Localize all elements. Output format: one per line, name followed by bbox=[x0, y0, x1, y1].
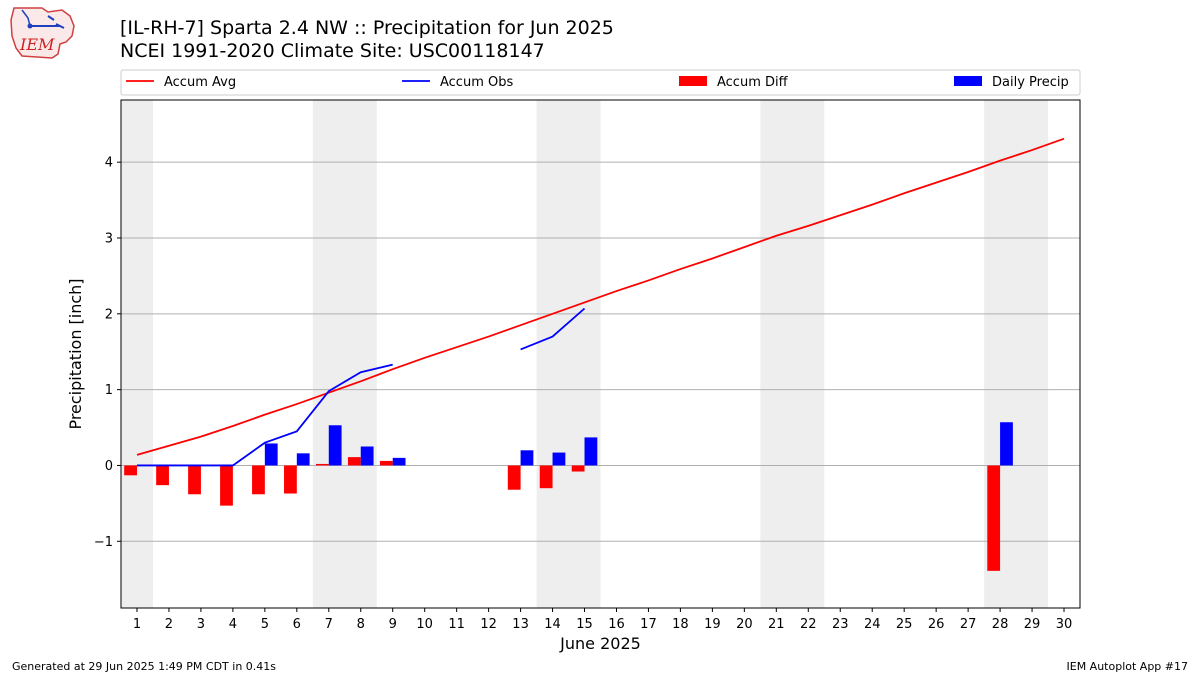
legend-label: Daily Precip bbox=[992, 75, 1069, 90]
line-series bbox=[136, 137, 1065, 467]
x-tick-label: 5 bbox=[261, 617, 269, 632]
instrument-shape bbox=[32, 15, 65, 29]
daily-precip-bar bbox=[360, 446, 374, 466]
legend-bar-swatch bbox=[679, 76, 707, 86]
y-tick-label: −1 bbox=[94, 535, 113, 550]
accum-diff-bar bbox=[220, 465, 233, 506]
y-tick-label: 4 bbox=[105, 156, 113, 171]
accum-obs-line bbox=[136, 363, 393, 467]
x-axis-label: June 2025 bbox=[559, 634, 641, 653]
y-tick-label: 2 bbox=[105, 307, 113, 322]
x-tick-label: 9 bbox=[389, 617, 397, 632]
accum-diff-bar bbox=[347, 457, 361, 466]
x-tick-label: 16 bbox=[608, 617, 625, 632]
x-tick-label: 22 bbox=[800, 617, 817, 632]
accum-diff-bar bbox=[315, 463, 329, 466]
logo-text: IEM bbox=[19, 35, 55, 54]
x-tick-label: 14 bbox=[544, 617, 561, 632]
x-tick-label: 4 bbox=[229, 617, 237, 632]
daily-precip-bar bbox=[520, 450, 534, 466]
daily-precip-bar bbox=[584, 437, 598, 466]
accum-diff-bar bbox=[987, 465, 1001, 571]
plot-frame bbox=[120, 99, 1081, 609]
weekend-shade-band bbox=[536, 100, 601, 608]
x-tick-label: 20 bbox=[736, 617, 753, 632]
x-tick-label: 15 bbox=[576, 617, 593, 632]
weekend-shade-band bbox=[760, 100, 825, 608]
weekend-shade-band bbox=[121, 100, 153, 608]
y-axis-label: Precipitation [inch] bbox=[66, 278, 85, 429]
x-tick-label: 29 bbox=[1024, 617, 1041, 632]
x-tick-label: 1 bbox=[133, 617, 141, 632]
legend-box bbox=[120, 69, 1081, 96]
x-tick-label: 21 bbox=[768, 617, 785, 632]
daily-precip-bar bbox=[296, 453, 310, 466]
y-tick-label: 0 bbox=[105, 459, 113, 474]
daily-precip-bar bbox=[392, 457, 406, 466]
legend-bar-swatch bbox=[954, 76, 982, 86]
x-tick-label: 18 bbox=[672, 617, 689, 632]
accum-diff-bar bbox=[539, 465, 553, 489]
grid-lines bbox=[121, 161, 1080, 542]
iem-logo-icon: IEM bbox=[10, 7, 75, 59]
accum-diff-bar bbox=[252, 465, 265, 495]
x-tick-label: 7 bbox=[325, 617, 333, 632]
x-tick-label: 6 bbox=[293, 617, 301, 632]
x-tick-label: 11 bbox=[448, 617, 465, 632]
weekend-shading bbox=[121, 100, 1049, 608]
iowa-outline-shape bbox=[10, 7, 75, 59]
accum-avg-line bbox=[136, 137, 1065, 456]
wind-vane-shape bbox=[21, 9, 31, 27]
x-tick-label: 13 bbox=[512, 617, 529, 632]
accum-diff-bar bbox=[571, 465, 585, 472]
daily-precip-bar bbox=[1000, 422, 1013, 466]
x-tick-label: 27 bbox=[960, 617, 977, 632]
legend-label: Accum Obs bbox=[440, 75, 513, 90]
x-tick-label: 17 bbox=[640, 617, 657, 632]
legend: Accum Avg Accum Obs Accum Diff Daily Precip bbox=[120, 69, 1081, 96]
legend-label: Accum Avg bbox=[164, 75, 236, 90]
daily-precip-bar bbox=[264, 443, 278, 466]
accum-diff-bar bbox=[507, 465, 521, 490]
x-tick-label: 26 bbox=[928, 617, 945, 632]
accum-diff-bar bbox=[379, 460, 393, 466]
accum-diff-bar bbox=[124, 465, 137, 476]
x-tick-label: 2 bbox=[165, 617, 173, 632]
bar-series bbox=[124, 422, 1013, 571]
weekend-shade-band bbox=[312, 100, 377, 608]
accum-diff-bar bbox=[156, 465, 169, 486]
x-tick-label: 12 bbox=[480, 617, 497, 632]
x-tick-label: 10 bbox=[416, 617, 433, 632]
x-tick-label: 19 bbox=[704, 617, 721, 632]
legend-label: Accum Diff bbox=[717, 75, 789, 90]
accum-diff-bar bbox=[188, 465, 201, 495]
x-tick-label: 28 bbox=[992, 617, 1009, 632]
daily-precip-bar bbox=[328, 425, 342, 466]
x-tick-label: 3 bbox=[197, 617, 205, 632]
y-tick-label: 1 bbox=[105, 383, 113, 398]
x-tick-label: 30 bbox=[1056, 617, 1073, 632]
accum-diff-bar bbox=[284, 465, 297, 494]
chart-subtitle: NCEI 1991-2020 Climate Site: USC00118147 bbox=[120, 40, 545, 62]
chart-title: [IL-RH-7] Sparta 2.4 NW :: Precipitation… bbox=[120, 17, 614, 39]
daily-precip-bar bbox=[552, 452, 566, 466]
accum-obs-line bbox=[520, 307, 586, 351]
app-label: IEM Autoplot App #17 bbox=[1066, 660, 1189, 673]
y-tick-label: 3 bbox=[105, 231, 113, 246]
x-tick-label: 23 bbox=[832, 617, 849, 632]
x-tick-label: 25 bbox=[896, 617, 913, 632]
station-dot-shape bbox=[27, 23, 33, 29]
generated-timestamp: Generated at 29 Jun 2025 1:49 PM CDT in … bbox=[12, 660, 277, 673]
x-tick-label: 8 bbox=[357, 617, 365, 632]
x-tick-label: 24 bbox=[864, 617, 881, 632]
